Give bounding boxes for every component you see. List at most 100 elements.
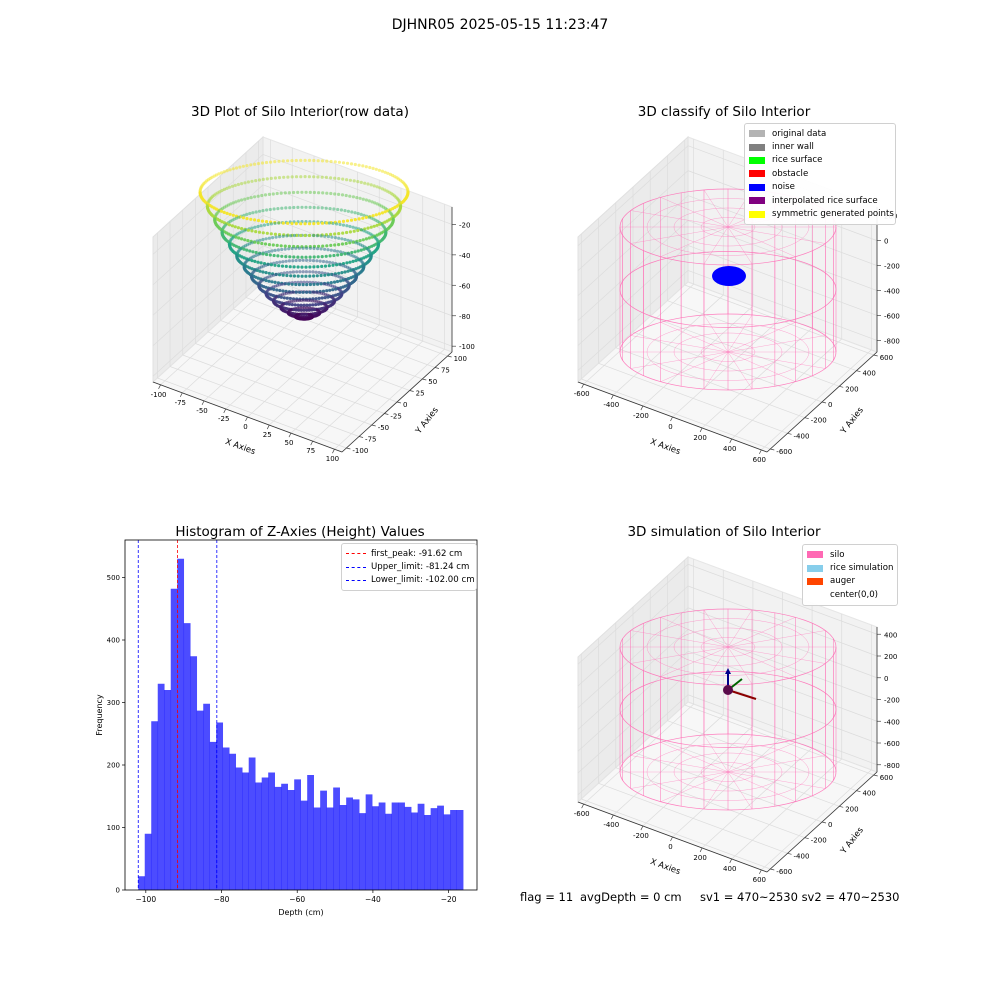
data-point	[314, 303, 318, 307]
data-point	[267, 279, 271, 283]
x-tick-label: 0	[243, 423, 247, 431]
z-tick-label: -800	[884, 337, 900, 345]
data-point	[301, 270, 305, 274]
histogram-bar	[261, 777, 269, 890]
silo-cap-spoke	[727, 226, 753, 265]
data-point	[267, 250, 271, 254]
data-point	[350, 210, 354, 214]
data-point	[310, 308, 314, 312]
data-point	[333, 192, 337, 196]
data-point	[304, 255, 308, 259]
silo-cap-spoke	[630, 771, 729, 789]
data-point	[323, 247, 327, 251]
data-point	[312, 205, 316, 210]
x-tick-label: -400	[603, 821, 619, 829]
x-tick-label: 400	[723, 445, 736, 453]
data-point	[348, 224, 352, 229]
data-point	[234, 235, 238, 239]
data-point	[328, 260, 332, 264]
data-point	[354, 241, 358, 245]
legend-entry: silo	[807, 548, 893, 561]
data-point	[288, 265, 292, 269]
data-point	[349, 276, 353, 280]
x-tick	[640, 825, 644, 831]
grid-line	[233, 308, 423, 380]
data-point	[257, 178, 262, 182]
data-point	[253, 218, 257, 222]
histogram-bar	[456, 810, 464, 890]
data-point	[337, 271, 341, 275]
x-tick-label: -25	[218, 415, 229, 423]
data-point	[217, 172, 221, 176]
data-point	[294, 246, 298, 250]
data-point	[305, 290, 309, 294]
data-point	[333, 236, 337, 240]
data-point	[264, 271, 268, 275]
data-point	[222, 187, 226, 191]
grid-line	[632, 751, 823, 823]
data-point	[349, 162, 354, 166]
histogram-bar	[300, 800, 308, 891]
y-tick	[873, 354, 878, 357]
silo-cap-spoke	[727, 771, 796, 802]
data-point	[349, 218, 354, 222]
data-point	[241, 216, 245, 220]
silo-cap-spoke	[727, 314, 753, 353]
data-point	[267, 192, 271, 196]
data-point	[368, 165, 372, 170]
data-point	[345, 178, 349, 182]
data-point	[362, 247, 366, 251]
histogram-bar	[372, 806, 379, 890]
y-tick-label: 25	[416, 390, 425, 398]
data-point	[275, 288, 279, 292]
silo-cap-spoke	[703, 351, 729, 390]
data-point	[352, 179, 356, 183]
legend-label: center(0,0)	[830, 589, 879, 600]
grid-line	[687, 629, 878, 700]
legend-label: obstacle	[772, 168, 809, 179]
avg-depth-text: avgDepth = 0 cm	[580, 890, 682, 904]
data-point	[300, 274, 304, 278]
data-point	[219, 171, 224, 175]
grid-line	[577, 220, 689, 321]
data-point	[378, 186, 382, 190]
silo-cap-spoke	[703, 314, 729, 353]
data-point	[249, 163, 253, 167]
data-point	[320, 255, 324, 259]
data-point	[241, 164, 245, 168]
data-point	[250, 267, 254, 271]
data-point	[265, 231, 269, 235]
grid-line	[152, 275, 264, 377]
data-point	[346, 238, 350, 242]
silo-cap-spoke	[660, 226, 729, 257]
x-tick	[201, 400, 205, 406]
data-point	[300, 312, 304, 316]
y-tick-label: 75	[441, 367, 450, 375]
data-point	[348, 241, 352, 245]
grid-line	[220, 320, 410, 391]
x-tick	[670, 416, 673, 422]
data-point	[312, 190, 316, 195]
histogram-bar	[281, 783, 288, 890]
legend-swatch	[749, 130, 765, 138]
data-point	[332, 249, 337, 253]
data-point	[245, 164, 249, 168]
grid-line	[169, 366, 360, 437]
data-point	[249, 196, 253, 200]
data-point	[285, 273, 289, 278]
data-point	[292, 265, 296, 269]
data-point	[324, 254, 328, 258]
data-point	[333, 160, 337, 164]
data-point	[348, 178, 352, 182]
z-tick-label: -200	[884, 263, 900, 271]
data-point	[369, 183, 373, 187]
data-point	[314, 270, 318, 274]
data-point	[260, 241, 264, 246]
data-point	[294, 308, 298, 312]
data-point	[288, 206, 292, 210]
silo-cap-spoke	[660, 322, 729, 353]
silo-cap-spoke	[727, 630, 826, 648]
legend-swatch	[346, 553, 366, 555]
data-point	[333, 176, 337, 180]
silo-cap-spoke	[660, 771, 729, 802]
